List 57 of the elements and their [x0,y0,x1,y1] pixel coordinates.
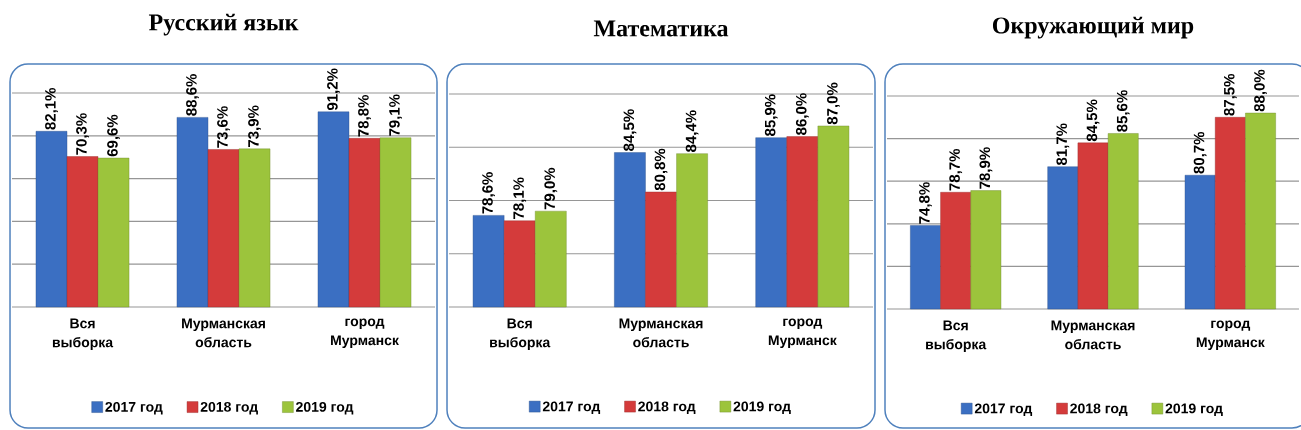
bar [238,148,271,308]
bar [207,149,240,308]
data-label: 87,0% [827,82,840,125]
data-label: 85,6% [1116,90,1130,132]
legend-label: 2018 год [200,401,258,415]
x-tick-label: Мурманская область [1051,320,1135,350]
bar [317,111,350,308]
chart-title: Математика [593,20,729,37]
data-label: 80,8% [654,148,668,191]
data-label: 84,4% [685,110,699,152]
legend-label: 2018 год [1070,403,1128,417]
legend-label: 2019 год [296,401,354,415]
data-label: 69,6% [107,114,120,157]
data-label: 81,7% [1056,123,1070,166]
data-label: 70,3% [76,113,89,155]
data-label: 74,8% [919,182,932,224]
x-tick-label: Вся выборка [490,318,551,351]
data-label: 85,9% [764,94,778,136]
data-label: 84,5% [1086,99,1100,142]
x-tick-label: Мурманская область [619,318,703,348]
x-tick-label: город Мурманск [768,318,837,348]
bar [348,138,381,308]
x-tick-label: Вся выборка [52,318,114,351]
data-label: 79,1% [389,94,402,136]
legend-label: 2017 год [105,401,163,415]
data-label: 73,9% [248,105,261,147]
bar [35,131,68,308]
bar [66,156,99,308]
data-label: 73,6% [217,106,230,148]
data-label: 78,6% [482,172,495,214]
chart-title: Русский язык [148,13,299,36]
data-label: 78,1% [513,177,527,219]
data-label: 86,0% [795,93,809,135]
data-label: 88,0% [1254,69,1267,112]
legend-label: 2017 год [974,403,1033,417]
x-tick-label: Мурманская область [182,318,265,348]
x-tick-label: Вся выборка [926,320,987,353]
bar [379,137,412,308]
legend-label: 2018 год [638,401,696,415]
bar [176,117,209,308]
data-label: 84,5% [623,109,637,151]
x-tick-label: город Мурманск [331,318,399,348]
bar [97,157,130,308]
data-label: 87,5% [1223,73,1237,116]
data-label: 91,2% [327,68,340,111]
legend-label: 2017 год [542,401,601,415]
x-tick-label: город Мурманск [1196,320,1265,350]
legend-label: 2019 год [733,401,791,415]
data-label: 78,7% [949,148,963,191]
data-label: 78,8% [358,95,371,137]
data-label: 78,9% [979,147,993,189]
legend-label: 2019 год [1165,403,1223,417]
data-label: 88,6% [186,74,199,116]
data-label: 80,7% [1193,131,1207,174]
chart-title: Окружающий мир [992,16,1194,39]
data-label: 82,1% [45,87,58,130]
data-label: 79,0% [544,167,558,210]
